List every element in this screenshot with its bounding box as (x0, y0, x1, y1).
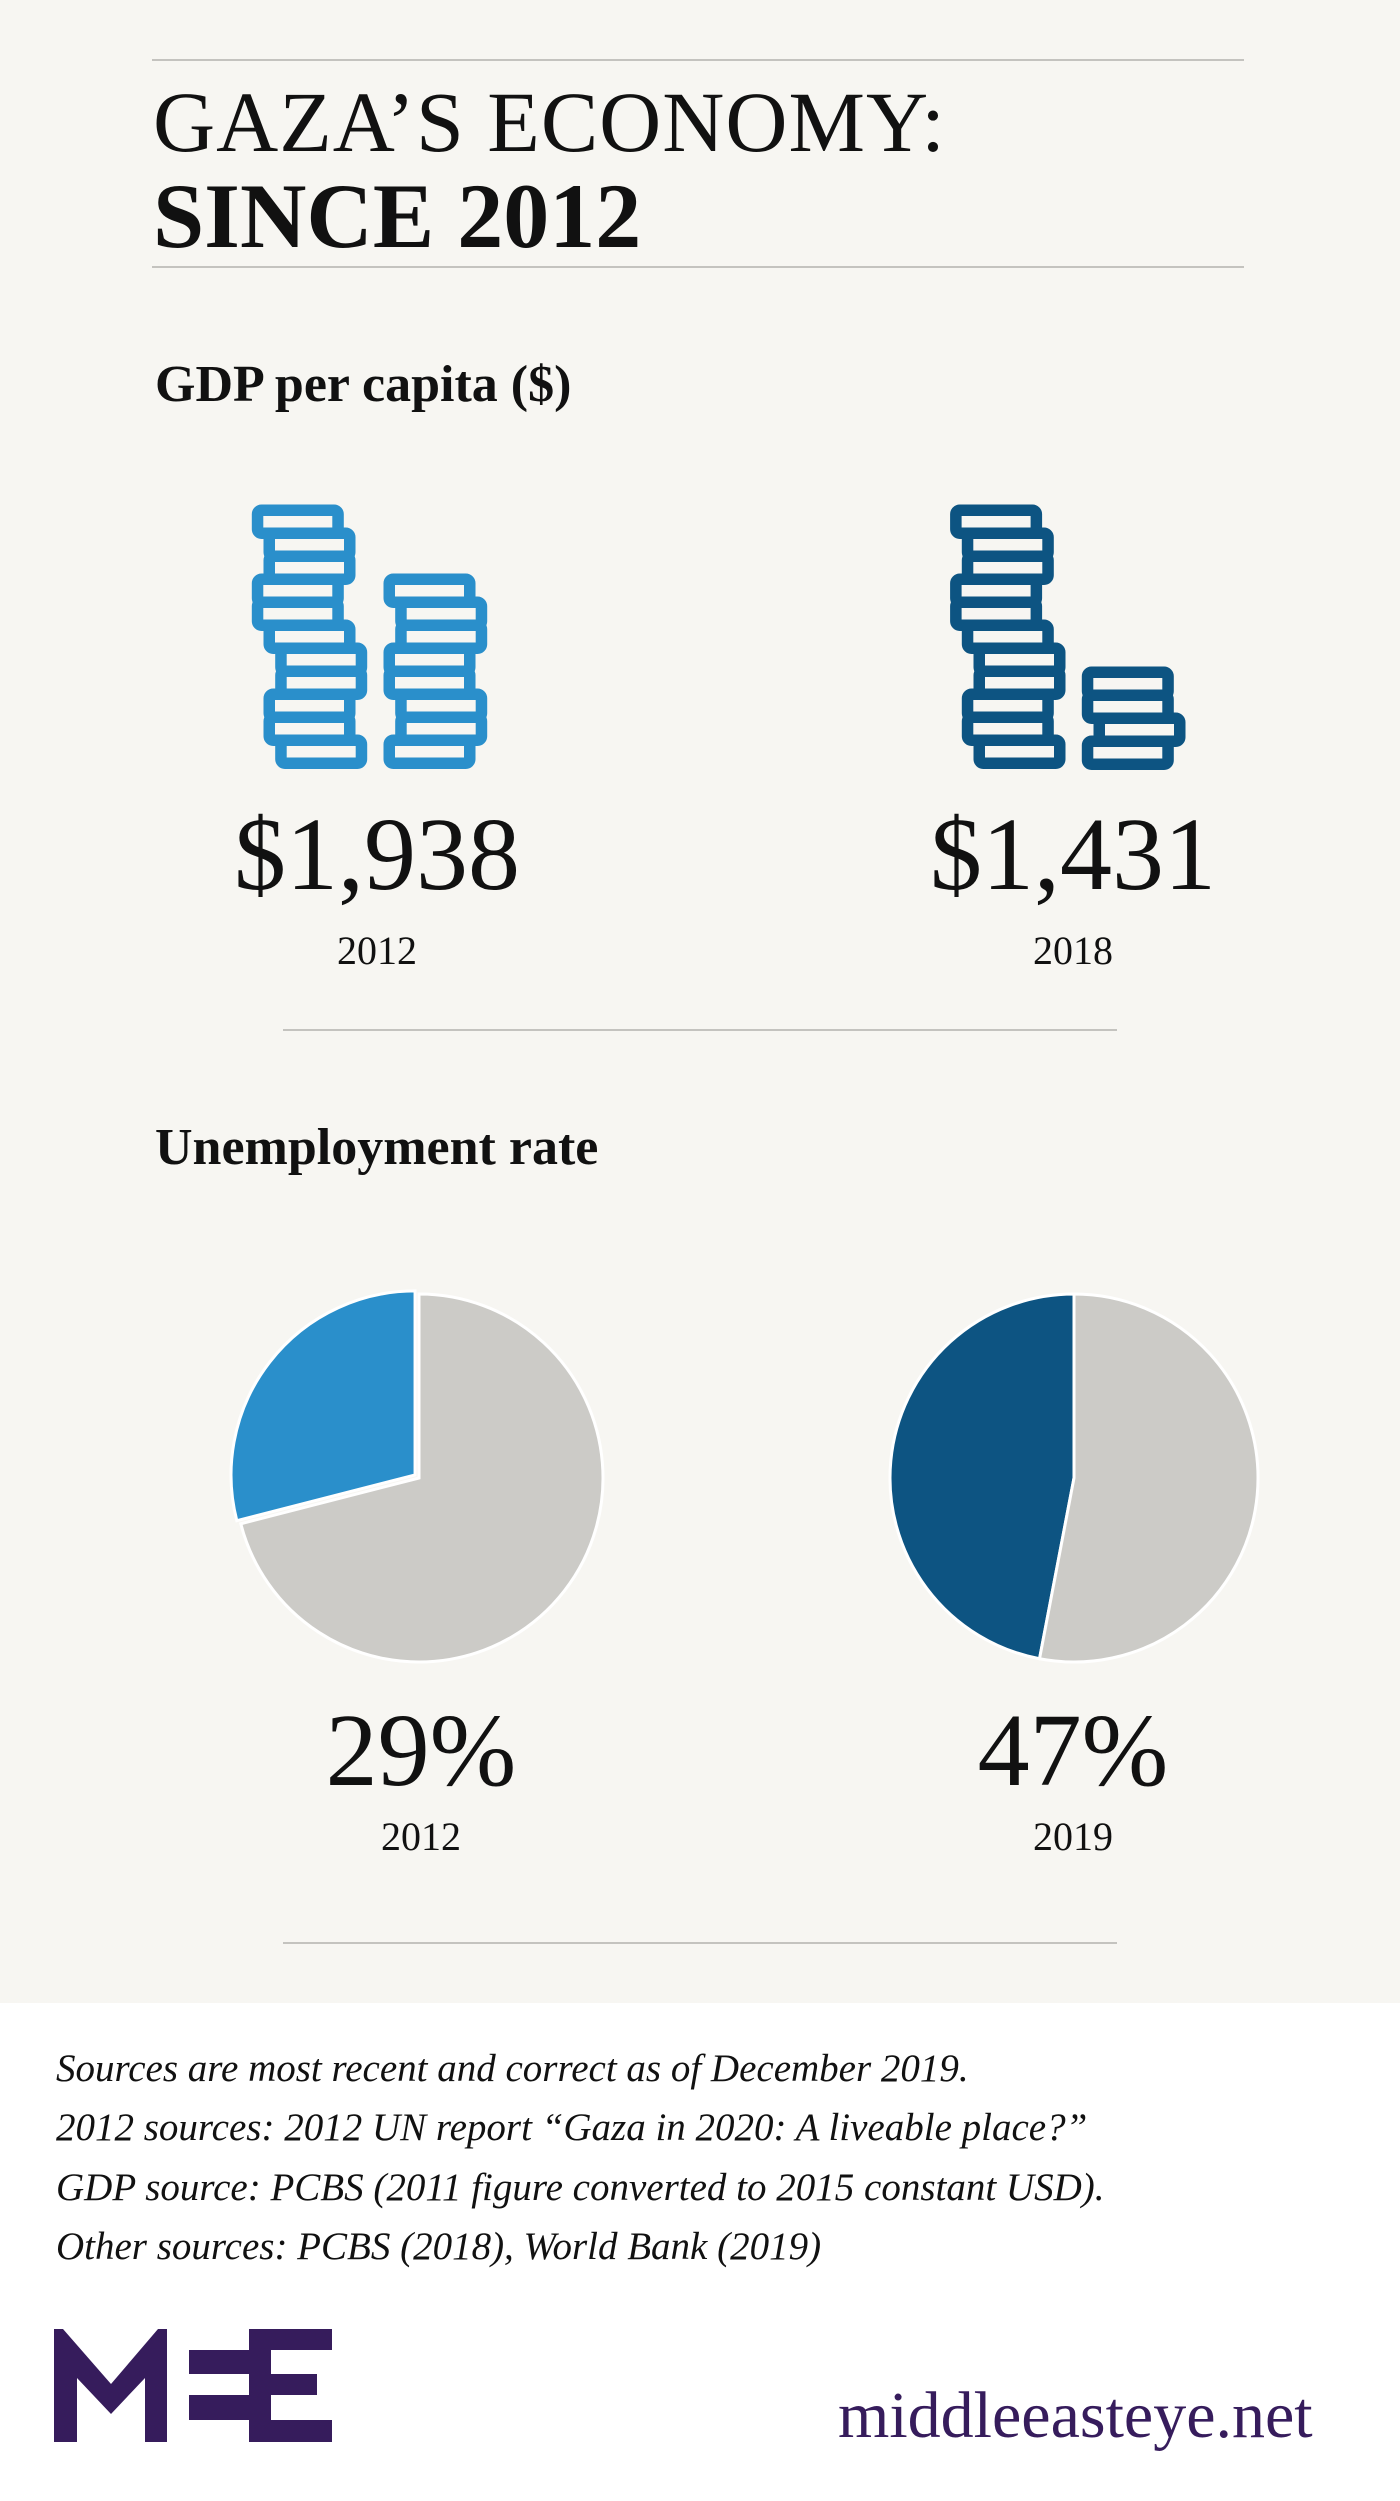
title-line-2: SINCE 2012 (153, 165, 642, 267)
gdp-year-2018: 2018 (1033, 928, 1113, 973)
pie-slice-unemployed (229, 1289, 417, 1523)
pie-slice-other (238, 1292, 605, 1664)
source-line: 2012 sources: 2012 UN report “Gaza in 20… (56, 2106, 1088, 2149)
unemployment-year-2012: 2012 (381, 1814, 461, 1859)
infographic-background (0, 0, 1400, 2003)
coin (383, 734, 476, 769)
coin (275, 734, 368, 769)
coin-stack-icon-2012 (251, 504, 488, 769)
coin (1081, 735, 1174, 770)
unemployment-value-2019: 47% (977, 1693, 1169, 1808)
pie-chart-2019 (888, 1292, 1260, 1664)
website-link[interactable]: middleeasteye.net (838, 2379, 1313, 2452)
coin-stack-icon-2018 (950, 504, 1186, 770)
bottom-divider (283, 1942, 1117, 1944)
title-divider (152, 266, 1244, 268)
unemployment-heading: Unemployment rate (155, 1119, 599, 1176)
gdp-year-2012: 2012 (337, 928, 417, 973)
source-line: GDP source: PCBS (2011 figure converted … (56, 2166, 1105, 2209)
gdp-value-2018: $1,431 (930, 797, 1216, 912)
coin (973, 734, 1066, 769)
top-divider (152, 59, 1244, 61)
unemployment-year-2019: 2019 (1033, 1814, 1113, 1859)
gdp-value-2012: $1,938 (234, 797, 520, 912)
pie-slice-other (1037, 1292, 1260, 1664)
section-divider (283, 1029, 1117, 1031)
pie-chart-2012 (229, 1289, 605, 1664)
mee-logo (54, 2329, 332, 2442)
unemployment-value-2012: 29% (325, 1693, 517, 1808)
source-line: Sources are most recent and correct as o… (56, 2047, 969, 2090)
gdp-heading: GDP per capita ($) (155, 356, 572, 413)
source-line: Other sources: PCBS (2018), World Bank (… (56, 2225, 822, 2268)
pie-slice-unemployed (888, 1292, 1076, 1661)
title-line-1: GAZA’S ECONOMY: (153, 74, 947, 170)
